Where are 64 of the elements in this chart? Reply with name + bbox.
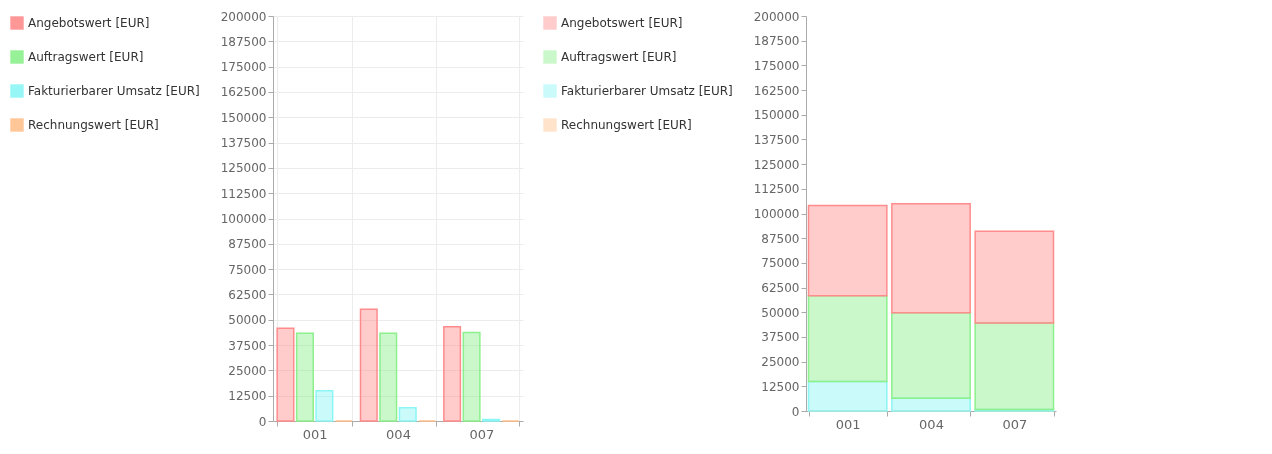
- legend-label: Auftragswert [EUR]: [561, 50, 677, 64]
- y-tick-label: 162500: [753, 83, 800, 98]
- y-tick-label: 187500: [753, 34, 800, 49]
- bar: [315, 389, 334, 422]
- y-tick-label: 87500: [228, 237, 267, 252]
- y-tick-label: 50000: [761, 305, 800, 320]
- y-tick-label: 200000: [753, 9, 800, 24]
- y-tick-label: 62500: [228, 287, 267, 302]
- bar: [974, 230, 1055, 324]
- y-tick-label: 12500: [228, 389, 267, 404]
- y-tick-label: 37500: [228, 338, 267, 353]
- y-tick-label: 0: [258, 414, 267, 429]
- bar: [359, 308, 378, 422]
- y-tick-label: 112500: [753, 182, 800, 197]
- x-tick-label: 004: [386, 426, 411, 442]
- y-tick-label: 137500: [220, 136, 267, 151]
- legend-label: Fakturierbarer Umsatz [EUR]: [28, 84, 200, 98]
- y-tick-label: 75000: [228, 262, 267, 277]
- x-tick-label: 001: [835, 416, 861, 432]
- bar: [276, 327, 295, 422]
- y-tick-label: 25000: [228, 363, 267, 378]
- bar: [443, 326, 462, 422]
- legend-label: Rechnungswert [EUR]: [561, 118, 692, 132]
- y-tick-label: 187500: [220, 34, 267, 49]
- legend-label: Angebotswert [EUR]: [561, 16, 683, 30]
- bar: [462, 331, 481, 422]
- y-tick-label: 175000: [753, 58, 800, 73]
- legend-label: Auftragswert [EUR]: [28, 50, 144, 64]
- y-tick-label: 0: [791, 404, 800, 419]
- y-tick-label: 200000: [220, 9, 267, 24]
- bar: [891, 311, 971, 399]
- x-tick-label: 004: [919, 416, 944, 432]
- y-tick-label: 137500: [753, 132, 800, 147]
- bar: [379, 332, 398, 422]
- legend-label: Fakturierbarer Umsatz [EUR]: [561, 84, 733, 98]
- x-tick-label: 001: [302, 426, 328, 442]
- y-tick-label: 150000: [753, 108, 800, 123]
- bar: [974, 322, 1055, 411]
- bar: [891, 397, 971, 412]
- y-tick-label: 12500: [761, 379, 800, 394]
- bar: [807, 295, 888, 383]
- y-tick-label: 75000: [761, 256, 800, 271]
- bar: [295, 332, 314, 422]
- y-tick-label: 125000: [220, 161, 267, 176]
- bar: [891, 202, 971, 314]
- y-tick-label: 62500: [761, 281, 800, 296]
- y-tick-label: 125000: [753, 157, 800, 172]
- y-tick-label: 150000: [220, 110, 267, 125]
- legend-label: Angebotswert [EUR]: [28, 16, 150, 30]
- y-tick-label: 50000: [228, 313, 267, 328]
- y-tick-label: 112500: [220, 186, 267, 201]
- y-tick-label: 87500: [761, 231, 800, 246]
- x-tick-label: 007: [1002, 416, 1028, 432]
- y-tick-label: 25000: [761, 355, 800, 370]
- legend-label: Rechnungswert [EUR]: [28, 118, 159, 132]
- bar: [807, 204, 888, 297]
- bar: [398, 407, 417, 422]
- bar: [807, 380, 888, 412]
- y-tick-label: 162500: [220, 85, 267, 100]
- y-tick-label: 175000: [220, 60, 267, 75]
- y-tick-label: 100000: [220, 212, 267, 226]
- x-tick-label: 007: [469, 426, 495, 442]
- y-tick-label: 37500: [761, 330, 800, 345]
- y-tick-label: 100000: [753, 207, 800, 221]
